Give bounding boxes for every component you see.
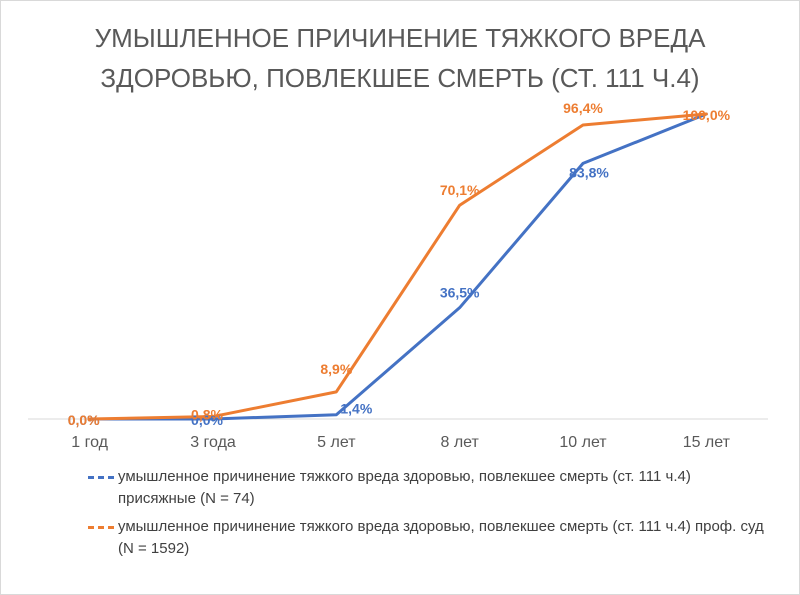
x-tick-label: 5 лет [317, 434, 356, 451]
data-label-series-2: 8,9% [320, 361, 352, 377]
data-label-series-2: 100,0% [683, 107, 731, 123]
x-tick-label: 15 лет [683, 434, 731, 451]
legend-label-series-2: умышленное причинение тяжкого вреда здор… [118, 518, 764, 557]
data-label-series-2: 96,4% [563, 100, 603, 116]
data-label-series-1: 0,0% [68, 412, 100, 428]
chart-legend: умышленное причинение тяжкого вреда здор… [88, 466, 768, 566]
data-label-series-1: 0,0% [191, 412, 223, 428]
x-tick-label: 1 год [71, 434, 108, 451]
chart-title-line-1: УМЫШЛЕННОЕ ПРИЧИНЕНИЕ ТЯЖКОГО ВРЕДА [94, 23, 706, 53]
series-line-2 [88, 112, 708, 421]
data-label-series-1: 83,8% [569, 164, 609, 180]
x-tick-label: 10 лет [559, 434, 607, 451]
legend-item-series-2: умышленное причинение тяжкого вреда здор… [88, 516, 768, 560]
legend-swatch-series-2 [88, 526, 114, 529]
data-label-series-1: 36,5% [440, 285, 480, 301]
chart-title-line-2: ЗДОРОВЬЮ, ПОВЛЕКШЕЕ СМЕРТЬ (СТ. 111 Ч.4) [100, 63, 700, 93]
x-tick-label: 3 года [190, 434, 236, 451]
data-label-series-2: 0,0% [68, 412, 100, 428]
data-label-series-2: 70,1% [440, 182, 480, 198]
chart-title: УМЫШЛЕННОЕ ПРИЧИНЕНИЕ ТЯЖКОГО ВРЕДА ЗДОР… [0, 18, 800, 98]
data-label-series-1: 1,4% [340, 401, 372, 417]
legend-swatch-series-1 [88, 476, 114, 479]
series-line-1 [88, 112, 708, 421]
legend-item-series-1: умышленное причинение тяжкого вреда здор… [88, 466, 768, 510]
x-tick-label: 8 лет [440, 434, 479, 451]
legend-label-series-1: умышленное причинение тяжкого вреда здор… [118, 468, 691, 507]
data-label-series-2: 0,8% [191, 407, 223, 423]
